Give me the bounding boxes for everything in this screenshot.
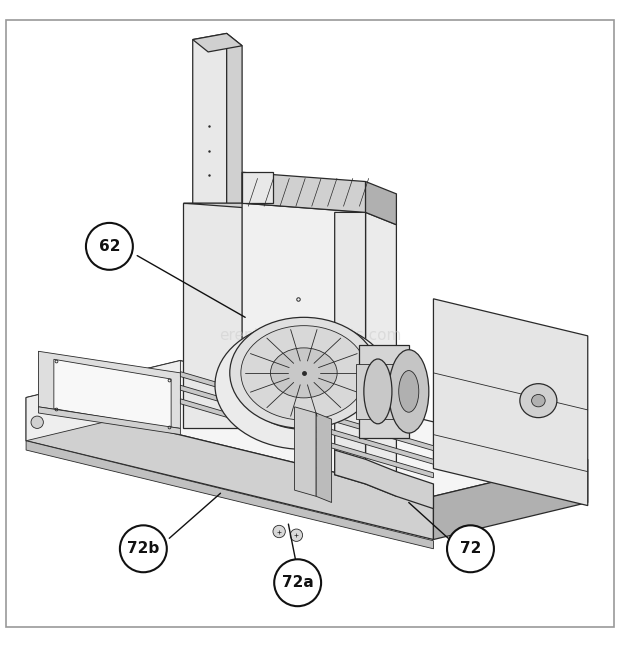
Polygon shape bbox=[335, 212, 366, 484]
Polygon shape bbox=[360, 345, 409, 437]
Polygon shape bbox=[38, 407, 180, 435]
Polygon shape bbox=[26, 360, 588, 496]
Polygon shape bbox=[180, 399, 433, 477]
Polygon shape bbox=[193, 34, 242, 52]
Ellipse shape bbox=[531, 395, 545, 407]
Circle shape bbox=[273, 525, 285, 538]
Circle shape bbox=[86, 223, 133, 270]
Polygon shape bbox=[366, 212, 396, 496]
Ellipse shape bbox=[399, 371, 419, 412]
Polygon shape bbox=[193, 34, 227, 428]
Polygon shape bbox=[180, 385, 433, 465]
Polygon shape bbox=[242, 172, 366, 212]
Polygon shape bbox=[26, 397, 433, 540]
Ellipse shape bbox=[230, 317, 378, 428]
Text: ereplacementParts.com: ereplacementParts.com bbox=[219, 328, 401, 344]
Polygon shape bbox=[335, 450, 433, 509]
Text: 72a: 72a bbox=[281, 575, 314, 590]
Ellipse shape bbox=[520, 384, 557, 417]
Circle shape bbox=[120, 525, 167, 572]
Polygon shape bbox=[184, 203, 242, 428]
Polygon shape bbox=[242, 203, 366, 435]
Circle shape bbox=[290, 529, 303, 542]
Polygon shape bbox=[356, 364, 399, 419]
Polygon shape bbox=[38, 351, 180, 428]
Text: 72: 72 bbox=[460, 542, 481, 556]
Ellipse shape bbox=[364, 359, 392, 424]
Text: 72b: 72b bbox=[127, 542, 159, 556]
Ellipse shape bbox=[389, 350, 429, 433]
Polygon shape bbox=[316, 413, 332, 503]
Polygon shape bbox=[54, 359, 171, 428]
Ellipse shape bbox=[270, 348, 337, 398]
Polygon shape bbox=[184, 203, 366, 212]
Polygon shape bbox=[433, 459, 588, 540]
Circle shape bbox=[31, 416, 43, 428]
Polygon shape bbox=[227, 34, 242, 437]
Ellipse shape bbox=[241, 325, 367, 420]
Polygon shape bbox=[26, 441, 433, 549]
Polygon shape bbox=[215, 321, 392, 450]
Text: 62: 62 bbox=[99, 239, 120, 254]
Polygon shape bbox=[242, 172, 273, 203]
Polygon shape bbox=[433, 299, 588, 505]
Circle shape bbox=[447, 525, 494, 572]
Polygon shape bbox=[180, 371, 433, 451]
Polygon shape bbox=[26, 360, 180, 441]
Polygon shape bbox=[366, 182, 396, 225]
Polygon shape bbox=[294, 407, 316, 496]
Circle shape bbox=[274, 559, 321, 606]
